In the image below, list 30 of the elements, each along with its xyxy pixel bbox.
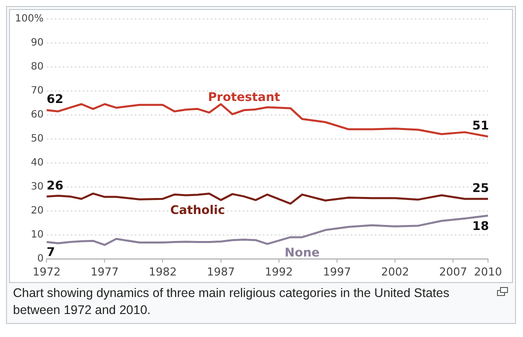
y-tick-label: 70 (30, 86, 44, 97)
x-tick-label: 1972 (32, 265, 61, 278)
y-tick-label: 90 (30, 38, 44, 49)
data-label: 7 (46, 245, 55, 260)
y-tick-label: 100% (14, 14, 44, 25)
series-label: None (284, 245, 320, 260)
y-tick-label: 50 (30, 133, 44, 144)
y-tick-label: 80 (30, 62, 44, 73)
series-label: Protestant (208, 90, 280, 104)
x-tick-label: 1997 (322, 265, 351, 278)
x-tick-label: 2010 (474, 265, 502, 278)
series-label: Catholic (170, 202, 225, 217)
x-tick-label: 2002 (381, 265, 410, 278)
data-label: 26 (46, 178, 64, 193)
data-label: 25 (472, 180, 489, 195)
y-tick-label: 10 (30, 229, 44, 240)
x-tick-label: 2007 (439, 265, 468, 278)
y-tick-label: 60 (30, 110, 44, 121)
x-tick-label: 1982 (148, 265, 177, 278)
data-label: 62 (46, 92, 64, 106)
y-tick-label: 0 (37, 253, 44, 264)
y-tick-label: 20 (30, 205, 44, 216)
data-label: 18 (472, 218, 489, 233)
text: Chart showing dynamics of three main religious categories in the United States between 1972 and 2010. (13, 285, 450, 319)
x-tick-label: 1977 (90, 265, 119, 278)
x-tick-label: 1992 (264, 265, 293, 278)
x-tick-label: 1987 (206, 265, 235, 278)
y-tick-label: 30 (30, 181, 44, 192)
y-tick-label: 40 (30, 157, 44, 168)
data-label: 51 (472, 118, 489, 133)
